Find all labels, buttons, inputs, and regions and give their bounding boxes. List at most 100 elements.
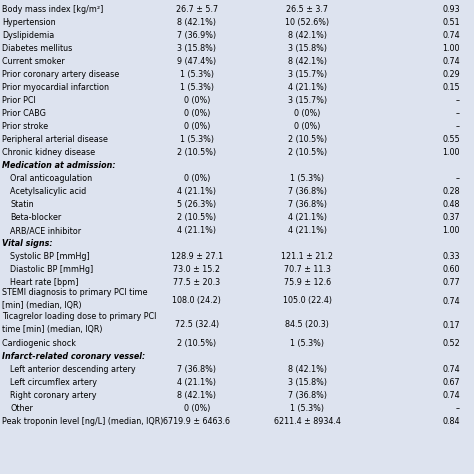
Text: 0.48: 0.48 <box>442 200 460 209</box>
Text: 0.67: 0.67 <box>442 378 460 387</box>
Text: 8 (42.1%): 8 (42.1%) <box>288 57 327 66</box>
Text: Diabetes mellitus: Diabetes mellitus <box>2 44 72 53</box>
Text: 2 (10.5%): 2 (10.5%) <box>177 213 216 222</box>
Text: 108.0 (24.2): 108.0 (24.2) <box>172 297 221 306</box>
Text: 77.5 ± 20.3: 77.5 ± 20.3 <box>173 278 220 287</box>
Text: 105.0 (22.4): 105.0 (22.4) <box>283 297 332 306</box>
Text: 3 (15.7%): 3 (15.7%) <box>288 96 327 105</box>
Text: 0.74: 0.74 <box>442 365 460 374</box>
Text: 1 (5.3%): 1 (5.3%) <box>290 339 324 348</box>
Text: 4 (21.1%): 4 (21.1%) <box>288 213 327 222</box>
Text: 7 (36.8%): 7 (36.8%) <box>288 200 327 209</box>
Text: Systolic BP [mmHg]: Systolic BP [mmHg] <box>10 252 90 261</box>
Text: time [min] (median, IQR): time [min] (median, IQR) <box>2 325 102 334</box>
Text: Prior stroke: Prior stroke <box>2 122 48 131</box>
Text: 0.17: 0.17 <box>442 320 460 329</box>
Text: Statin: Statin <box>10 200 34 209</box>
Text: 8 (42.1%): 8 (42.1%) <box>288 365 327 374</box>
Text: 7 (36.8%): 7 (36.8%) <box>288 391 327 400</box>
Text: 5 (26.3%): 5 (26.3%) <box>177 200 216 209</box>
Text: 2 (10.5%): 2 (10.5%) <box>177 339 216 348</box>
Text: Left anterior descending artery: Left anterior descending artery <box>10 365 136 374</box>
Text: 4 (21.1%): 4 (21.1%) <box>177 187 216 196</box>
Text: 0 (0%): 0 (0%) <box>294 109 320 118</box>
Text: Peripheral arterial disease: Peripheral arterial disease <box>2 135 108 144</box>
Text: 1 (5.3%): 1 (5.3%) <box>180 135 214 144</box>
Text: 9 (47.4%): 9 (47.4%) <box>177 57 216 66</box>
Text: ARB/ACE inhibitor: ARB/ACE inhibitor <box>10 226 82 235</box>
Text: Dyslipidemia: Dyslipidemia <box>2 31 54 40</box>
Text: 0 (0%): 0 (0%) <box>183 96 210 105</box>
Text: 1.00: 1.00 <box>442 44 460 53</box>
Text: Medication at admission:: Medication at admission: <box>2 161 116 170</box>
Text: 1.00: 1.00 <box>442 226 460 235</box>
Text: 1 (5.3%): 1 (5.3%) <box>180 70 214 79</box>
Text: 84.5 (20.3): 84.5 (20.3) <box>285 320 329 329</box>
Text: –: – <box>456 96 460 105</box>
Text: Diastolic BP [mmHg]: Diastolic BP [mmHg] <box>10 265 94 274</box>
Text: 7 (36.9%): 7 (36.9%) <box>177 31 216 40</box>
Text: 0.28: 0.28 <box>442 187 460 196</box>
Text: 1 (5.3%): 1 (5.3%) <box>290 404 324 413</box>
Text: 7 (36.8%): 7 (36.8%) <box>288 187 327 196</box>
Text: –: – <box>456 404 460 413</box>
Text: 0.93: 0.93 <box>442 5 460 14</box>
Text: –: – <box>456 122 460 131</box>
Text: 0 (0%): 0 (0%) <box>294 122 320 131</box>
Text: 0.51: 0.51 <box>442 18 460 27</box>
Text: 0.74: 0.74 <box>442 57 460 66</box>
Text: 2 (10.5%): 2 (10.5%) <box>177 148 216 157</box>
Text: 0.55: 0.55 <box>442 135 460 144</box>
Text: Oral anticoagulation: Oral anticoagulation <box>10 174 92 183</box>
Text: 7 (36.8%): 7 (36.8%) <box>177 365 216 374</box>
Text: 0.74: 0.74 <box>442 297 460 306</box>
Text: 72.5 (32.4): 72.5 (32.4) <box>174 320 219 329</box>
Text: 0.77: 0.77 <box>442 278 460 287</box>
Text: Cardiogenic shock: Cardiogenic shock <box>2 339 76 348</box>
Text: Hypertension: Hypertension <box>2 18 55 27</box>
Text: 75.9 ± 12.6: 75.9 ± 12.6 <box>283 278 331 287</box>
Text: 0.84: 0.84 <box>442 417 460 426</box>
Text: 3 (15.8%): 3 (15.8%) <box>288 378 327 387</box>
Text: 0.74: 0.74 <box>442 391 460 400</box>
Text: 4 (21.1%): 4 (21.1%) <box>177 378 216 387</box>
Text: 2 (10.5%): 2 (10.5%) <box>288 148 327 157</box>
Text: 0.29: 0.29 <box>442 70 460 79</box>
Text: Ticagrelor loading dose to primary PCI: Ticagrelor loading dose to primary PCI <box>2 312 156 321</box>
Text: [min] (median, IQR): [min] (median, IQR) <box>2 301 82 310</box>
Text: 4 (21.1%): 4 (21.1%) <box>177 226 216 235</box>
Text: Beta-blocker: Beta-blocker <box>10 213 62 222</box>
Text: Other: Other <box>10 404 33 413</box>
Text: 70.7 ± 11.3: 70.7 ± 11.3 <box>284 265 330 274</box>
Text: 8 (42.1%): 8 (42.1%) <box>177 18 216 27</box>
Text: 2 (10.5%): 2 (10.5%) <box>288 135 327 144</box>
Text: Acetylsalicylic acid: Acetylsalicylic acid <box>10 187 87 196</box>
Text: 0.33: 0.33 <box>442 252 460 261</box>
Text: Heart rate [bpm]: Heart rate [bpm] <box>10 278 79 287</box>
Text: 0.15: 0.15 <box>442 83 460 92</box>
Text: 0.74: 0.74 <box>442 31 460 40</box>
Text: 1.00: 1.00 <box>442 148 460 157</box>
Text: 10 (52.6%): 10 (52.6%) <box>285 18 329 27</box>
Text: 8 (42.1%): 8 (42.1%) <box>288 31 327 40</box>
Text: 0 (0%): 0 (0%) <box>183 122 210 131</box>
Text: 4 (21.1%): 4 (21.1%) <box>288 83 327 92</box>
Text: Prior myocardial infarction: Prior myocardial infarction <box>2 83 109 92</box>
Text: 128.9 ± 27.1: 128.9 ± 27.1 <box>171 252 223 261</box>
Text: 73.0 ± 15.2: 73.0 ± 15.2 <box>173 265 220 274</box>
Text: 3 (15.7%): 3 (15.7%) <box>288 70 327 79</box>
Text: 1 (5.3%): 1 (5.3%) <box>180 83 214 92</box>
Text: Peak troponin level [ng/L] (median, IQR): Peak troponin level [ng/L] (median, IQR) <box>2 417 163 426</box>
Text: Prior PCI: Prior PCI <box>2 96 36 105</box>
Text: –: – <box>456 174 460 183</box>
Text: 121.1 ± 21.2: 121.1 ± 21.2 <box>281 252 333 261</box>
Text: 0 (0%): 0 (0%) <box>183 174 210 183</box>
Text: Prior coronary artery disease: Prior coronary artery disease <box>2 70 119 79</box>
Text: 8 (42.1%): 8 (42.1%) <box>177 391 216 400</box>
Text: Chronic kidney disease: Chronic kidney disease <box>2 148 95 157</box>
Text: STEMI diagnosis to primary PCI time: STEMI diagnosis to primary PCI time <box>2 288 147 297</box>
Text: –: – <box>456 109 460 118</box>
Text: 0.60: 0.60 <box>442 265 460 274</box>
Text: 3 (15.8%): 3 (15.8%) <box>288 44 327 53</box>
Text: 26.7 ± 5.7: 26.7 ± 5.7 <box>176 5 218 14</box>
